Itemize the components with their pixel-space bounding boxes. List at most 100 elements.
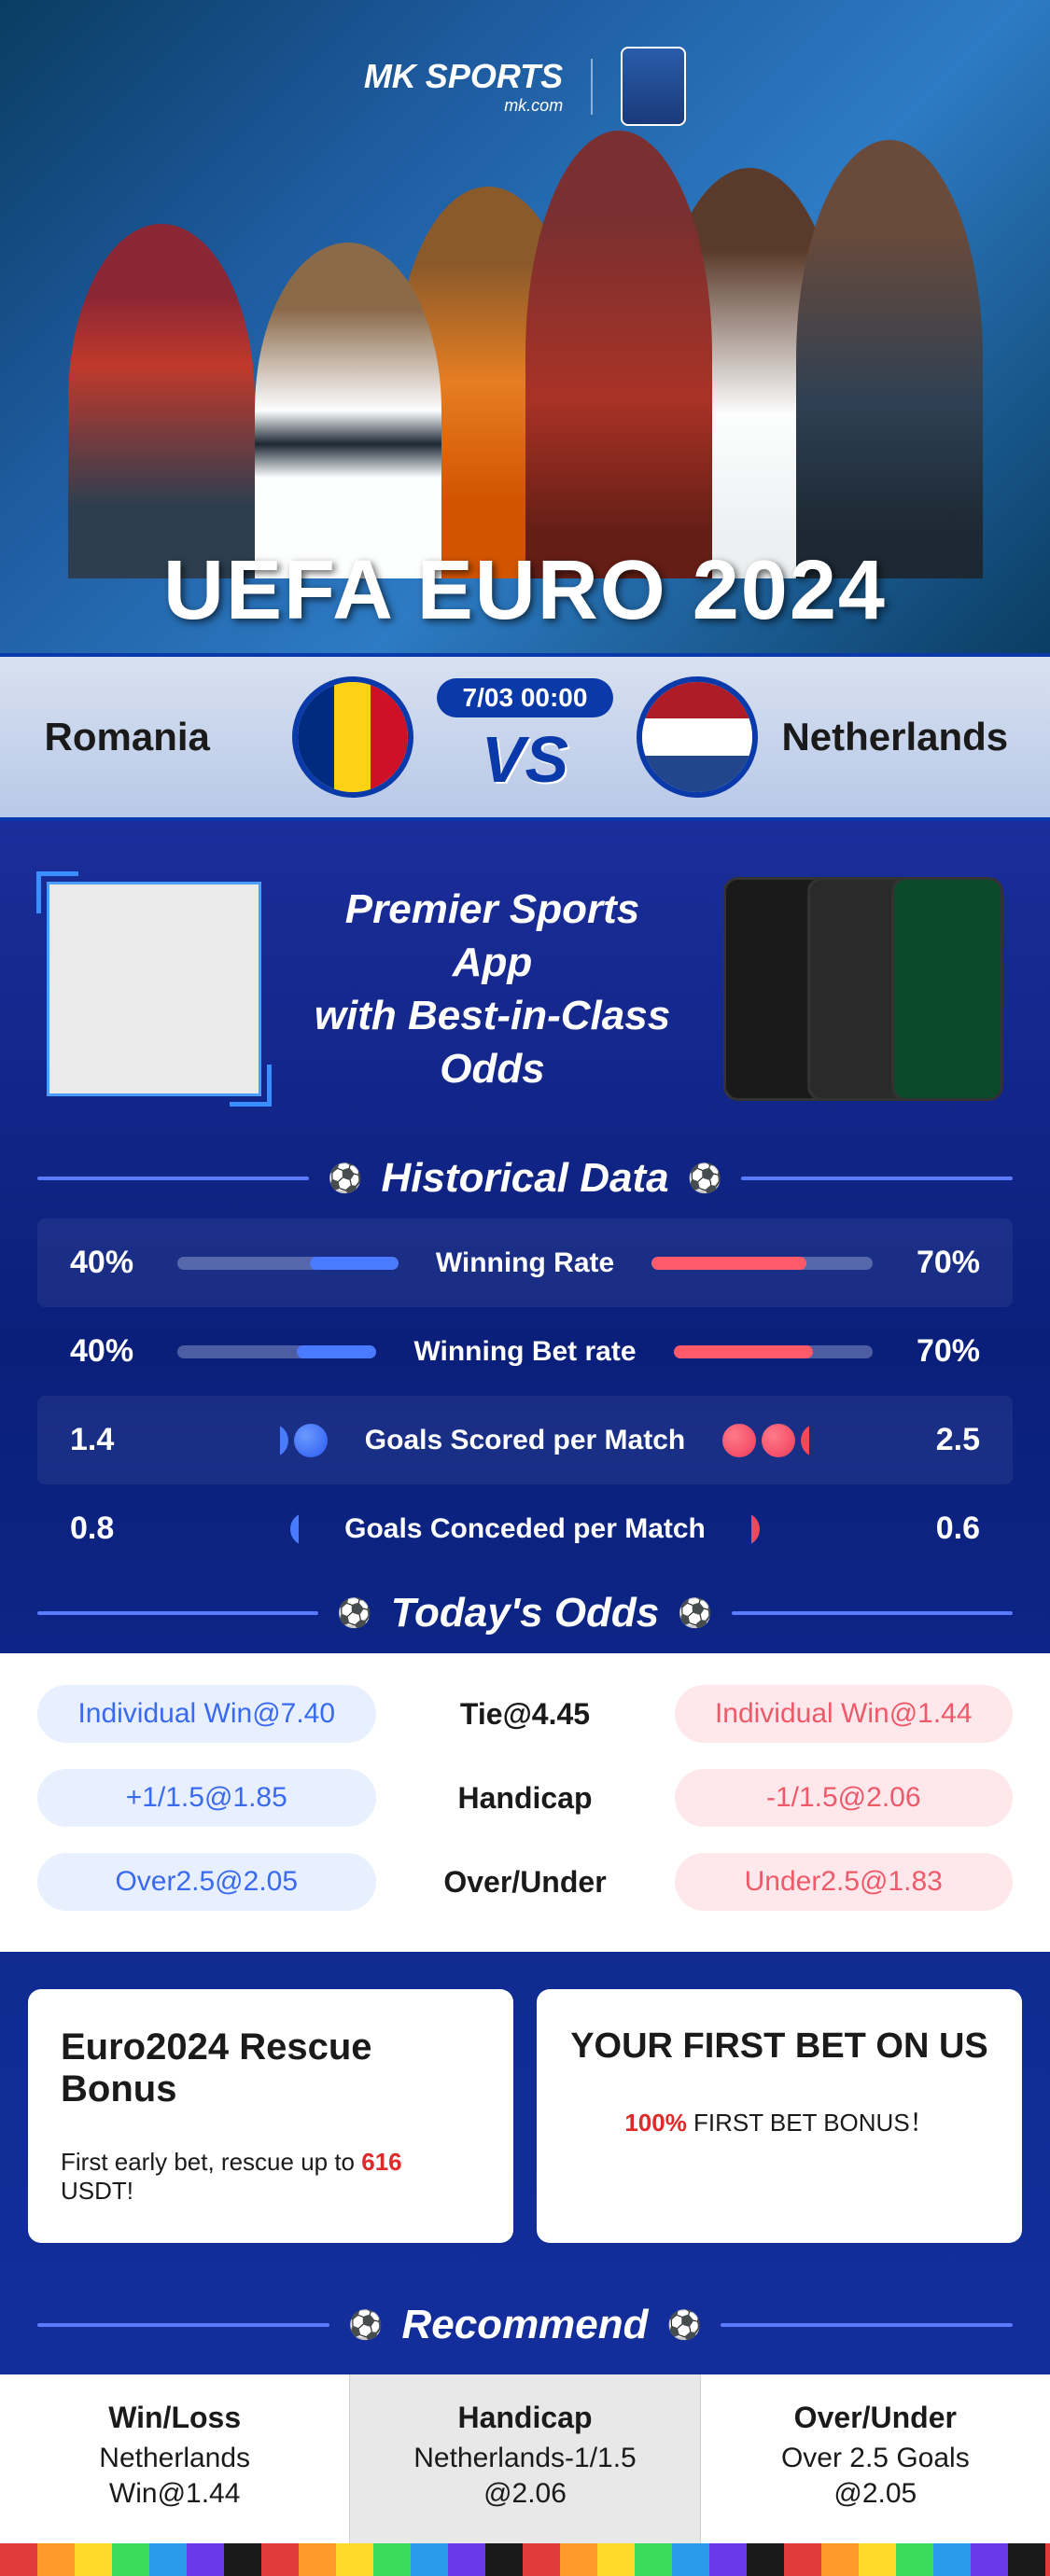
club-badge	[621, 47, 686, 126]
app-promo: Premier Sports App with Best-in-Class Od…	[37, 858, 1013, 1138]
odds-right-pill[interactable]: Under2.5@1.83	[675, 1853, 1014, 1911]
recommend-col-winloss[interactable]: Win/Loss Netherlands Win@1.44	[0, 2374, 350, 2543]
section-title: Today's Odds	[391, 1590, 660, 1636]
section-header-odds: ⚽ Today's Odds ⚽	[37, 1573, 1013, 1653]
match-bar: Romania 7/03 00:00 VS Netherlands	[0, 653, 1050, 821]
ball-row-right	[722, 1424, 873, 1457]
team-right-name: Netherlands	[781, 715, 1043, 759]
ball-half-icon	[801, 1424, 818, 1457]
rec-line1: Over 2.5 Goals	[715, 2443, 1036, 2474]
flag-romania	[292, 676, 413, 798]
player-graphic	[68, 224, 255, 578]
odds-right-pill[interactable]: Individual Win@1.44	[675, 1685, 1014, 1743]
footer-color-stripe	[0, 2543, 1050, 2576]
stat-bar-left	[177, 1257, 399, 1270]
rec-line2: @2.05	[715, 2478, 1036, 2510]
stat-left-value: 0.8	[70, 1511, 154, 1547]
stat-right-value: 2.5	[896, 1422, 980, 1458]
odds-left-pill[interactable]: +1/1.5@1.85	[37, 1769, 376, 1827]
stat-row-winning-bet: 40% Winning Bet rate 70%	[37, 1307, 1013, 1396]
odds-section: Individual Win@7.40 Tie@4.45 Individual …	[0, 1653, 1050, 1952]
promo-card-first-bet[interactable]: YOUR FIRST BET ON US 100% FIRST BET BONU…	[537, 1989, 1022, 2243]
stat-right-value: 70%	[896, 1245, 980, 1281]
ball-icon	[294, 1424, 328, 1457]
stat-row-goals-conceded: 0.8 Goals Conceded per Match 0.6	[37, 1484, 1013, 1573]
hero-players	[0, 112, 1050, 578]
vs-block: 7/03 00:00 VS	[437, 678, 614, 797]
odds-center-label: Over/Under	[404, 1865, 647, 1900]
promo-card-title: YOUR FIRST BET ON US	[569, 2026, 989, 2067]
vs-label: VS	[482, 722, 568, 797]
ball-half-icon	[743, 1512, 760, 1546]
stat-label: Winning Rate	[422, 1247, 628, 1279]
rec-line2: Win@1.44	[14, 2478, 335, 2510]
odds-center-label: Tie@4.45	[404, 1697, 647, 1732]
phone-graphic	[891, 877, 1003, 1101]
phone-mockups	[723, 877, 1003, 1101]
ball-icon	[762, 1424, 795, 1457]
player-graphic	[525, 131, 712, 578]
stat-left-value: 40%	[70, 1245, 154, 1281]
promo-line2: with Best-in-Class Odds	[308, 989, 677, 1095]
odds-right-pill[interactable]: -1/1.5@2.06	[675, 1769, 1014, 1827]
promo-line1: Premier Sports App	[308, 883, 677, 989]
promo-cards: Euro2024 Rescue Bonus First early bet, r…	[28, 1952, 1022, 2285]
ball-row-left	[177, 1512, 307, 1546]
recommend-table: Win/Loss Netherlands Win@1.44 Handicap N…	[0, 2374, 1050, 2543]
odds-row-win: Individual Win@7.40 Tie@4.45 Individual …	[37, 1672, 1013, 1756]
qr-code-placeholder[interactable]	[47, 882, 261, 1096]
section-header-recommend: ⚽ Recommend ⚽	[37, 2285, 1013, 2365]
odds-row-handicap: +1/1.5@1.85 Handicap -1/1.5@2.06	[37, 1756, 1013, 1840]
odds-left-pill[interactable]: Individual Win@7.40	[37, 1685, 376, 1743]
soccer-ball-icon: ⚽	[688, 1163, 722, 1195]
stat-bar-right	[674, 1345, 873, 1358]
odds-row-overunder: Over2.5@2.05 Over/Under Under2.5@1.83	[37, 1840, 1013, 1924]
promo-card-text: First early bet, rescue up to 616 USDT!	[61, 2148, 481, 2206]
odds-left-pill[interactable]: Over2.5@2.05	[37, 1853, 376, 1911]
rec-line1: Netherlands	[14, 2443, 335, 2474]
rec-line2: @2.06	[364, 2478, 685, 2510]
stat-label: Winning Bet rate	[399, 1336, 650, 1368]
stat-left-value: 1.4	[70, 1422, 154, 1458]
ball-icon	[722, 1424, 756, 1457]
hero-title: UEFA EURO 2024	[0, 543, 1050, 639]
section-title: Historical Data	[381, 1155, 668, 1202]
section-header-historical: ⚽ Historical Data ⚽	[37, 1138, 1013, 1218]
ball-half-icon	[290, 1512, 307, 1546]
section-title: Recommend	[401, 2302, 648, 2348]
brand-name: MK SPORTS	[364, 57, 563, 95]
rec-line1: Netherlands-1/1.5	[364, 2443, 685, 2474]
flag-netherlands	[637, 676, 758, 798]
soccer-ball-icon: ⚽	[667, 2309, 702, 2342]
stat-left-value: 40%	[70, 1333, 154, 1370]
promo-card-title: Euro2024 Rescue Bonus	[61, 2026, 481, 2110]
promo-text: Premier Sports App with Best-in-Class Od…	[308, 883, 677, 1096]
soccer-ball-icon: ⚽	[328, 1163, 362, 1195]
stat-row-winning-rate: 40% Winning Rate 70%	[37, 1218, 1013, 1307]
soccer-ball-icon: ⚽	[337, 1597, 371, 1630]
soccer-ball-icon: ⚽	[348, 2309, 383, 2342]
ball-row-right	[743, 1512, 873, 1546]
rec-title: Handicap	[364, 2401, 685, 2435]
recommend-col-handicap[interactable]: Handicap Netherlands-1/1.5 @2.06	[350, 2374, 700, 2543]
promo-card-rescue[interactable]: Euro2024 Rescue Bonus First early bet, r…	[28, 1989, 513, 2243]
soccer-ball-icon: ⚽	[678, 1597, 712, 1630]
brand-sub: mk.com	[364, 96, 563, 116]
recommend-col-overunder[interactable]: Over/Under Over 2.5 Goals @2.05	[701, 2374, 1050, 2543]
stat-bar-right	[651, 1257, 873, 1270]
logo-row: MK SPORTS mk.com	[364, 47, 686, 126]
stat-row-goals-scored: 1.4 Goals Scored per Match 2.5	[37, 1396, 1013, 1484]
stat-bar-left	[177, 1345, 376, 1358]
match-datetime: 7/03 00:00	[437, 678, 614, 717]
ball-half-icon	[272, 1424, 288, 1457]
promo-card-text: 100% FIRST BET BONUS！	[569, 2104, 989, 2138]
team-left-name: Romania	[7, 715, 269, 759]
ball-row-left	[177, 1424, 328, 1457]
player-graphic	[796, 140, 983, 578]
logo-divider	[591, 59, 593, 115]
brand-logo: MK SPORTS mk.com	[364, 57, 563, 116]
stat-label: Goals Scored per Match	[351, 1425, 699, 1456]
hero-banner: MK SPORTS mk.com UEFA EURO 2024	[0, 0, 1050, 653]
rec-title: Win/Loss	[14, 2401, 335, 2435]
content-area: Premier Sports App with Best-in-Class Od…	[0, 821, 1050, 2576]
